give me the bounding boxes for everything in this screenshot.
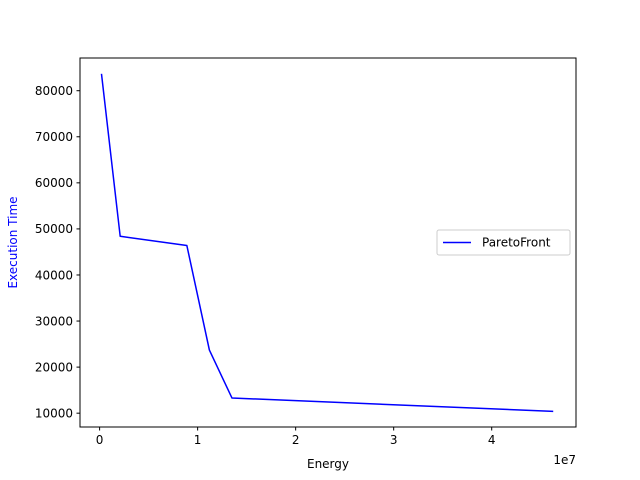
x-tick-label: 2: [292, 433, 300, 447]
series-line-paretofront: [100, 73, 554, 413]
y-axis-ticks: 10000 20000 30000 40000 50000 60000 70000 80000: [35, 84, 80, 420]
y-tick-label: 80000: [35, 84, 73, 98]
y-tick-label: 50000: [35, 222, 73, 236]
x-tick-label: 4: [488, 433, 496, 447]
y-tick-label: 70000: [35, 130, 73, 144]
x-tick-label: 3: [390, 433, 398, 447]
legend-label-paretofront: ParetoFront: [482, 236, 551, 250]
x-axis-ticks: 0 1 2 3 4: [96, 427, 496, 447]
legend: ParetoFront: [436, 229, 571, 256]
x-tick-label: 0: [96, 433, 104, 447]
y-tick-label: 40000: [35, 268, 73, 282]
x-axis-label: Energy: [307, 457, 349, 471]
y-tick-label: 20000: [35, 360, 73, 374]
legend-frame: [436, 229, 571, 256]
x-tick-label: 1: [194, 433, 202, 447]
y-tick-label: 60000: [35, 176, 73, 190]
y-tick-label: 30000: [35, 314, 73, 328]
x-axis-offset-label: 1e7: [553, 453, 576, 467]
y-axis-label: Execution Time: [6, 196, 20, 288]
series-layer: [100, 73, 554, 413]
y-tick-label: 10000: [35, 406, 73, 420]
plot-area-frame: [79, 57, 577, 428]
